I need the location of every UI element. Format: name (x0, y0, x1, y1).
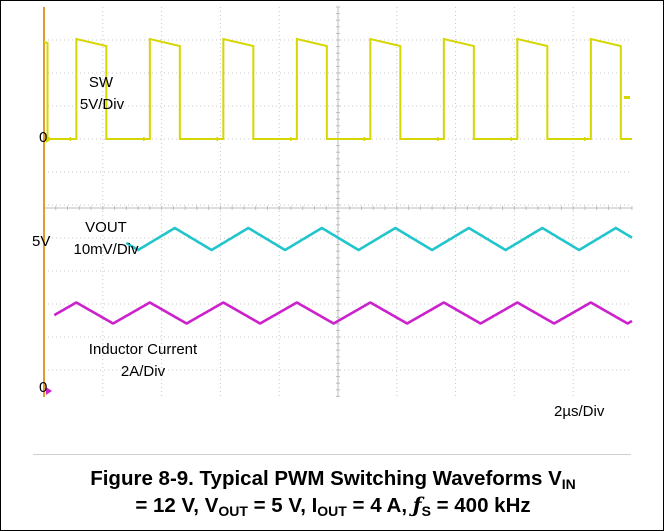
caption-vin-value: = 12 V, V (135, 494, 219, 517)
caption-title: Figure 8-9. Typical PWM Switching Wavefo… (90, 467, 562, 490)
sw-waveform (43, 37, 632, 140)
vout-trace-scale: 10mV/Div (73, 241, 139, 258)
inductor-current-zero-marker: 0 (39, 379, 48, 396)
waveform-traces (43, 37, 633, 395)
caption-sub-in: IN (561, 476, 576, 492)
trigger-level-marker (624, 96, 630, 99)
timebase-label: 2µs/Div (554, 403, 605, 420)
caption-fs-value: = 400 kHz (430, 494, 531, 517)
caption-iout-value: = 4 A, (346, 494, 413, 517)
vout-waveform (125, 226, 633, 252)
caption-divider (33, 454, 631, 455)
caption-line-1: Figure 8-9. Typical PWM Switching Wavefo… (1, 465, 664, 492)
oscilloscope-plot (43, 6, 633, 397)
inductor-current-waveform (53, 301, 633, 325)
sw-ground-marker (46, 135, 52, 143)
sw-trace-scale: 5V/Div (79, 96, 125, 113)
caption-fs-symbol: ƒ (412, 493, 422, 517)
caption-line-2: = 12 V, VOUT = 5 V, IOUT = 4 A, ƒS = 400… (1, 492, 664, 519)
oscilloscope-grid (43, 6, 633, 397)
inductor-current-scale: 2A/Div (120, 363, 166, 380)
caption-vout-value: = 5 V, I (247, 494, 318, 517)
vout-reference-marker: 5V (32, 233, 51, 250)
caption-sub-out-1: OUT (218, 503, 248, 519)
figure-caption: Figure 8-9. Typical PWM Switching Wavefo… (1, 465, 664, 519)
vout-trace-name: VOUT (85, 219, 127, 236)
caption-sub-out-2: OUT (317, 503, 347, 519)
il-ground-marker (46, 387, 52, 395)
inductor-current-name: Inductor Current (88, 341, 198, 358)
sw-trace-name: SW (88, 74, 114, 91)
sw-zero-marker: 0 (39, 129, 48, 146)
caption-sub-s: S (421, 503, 431, 519)
